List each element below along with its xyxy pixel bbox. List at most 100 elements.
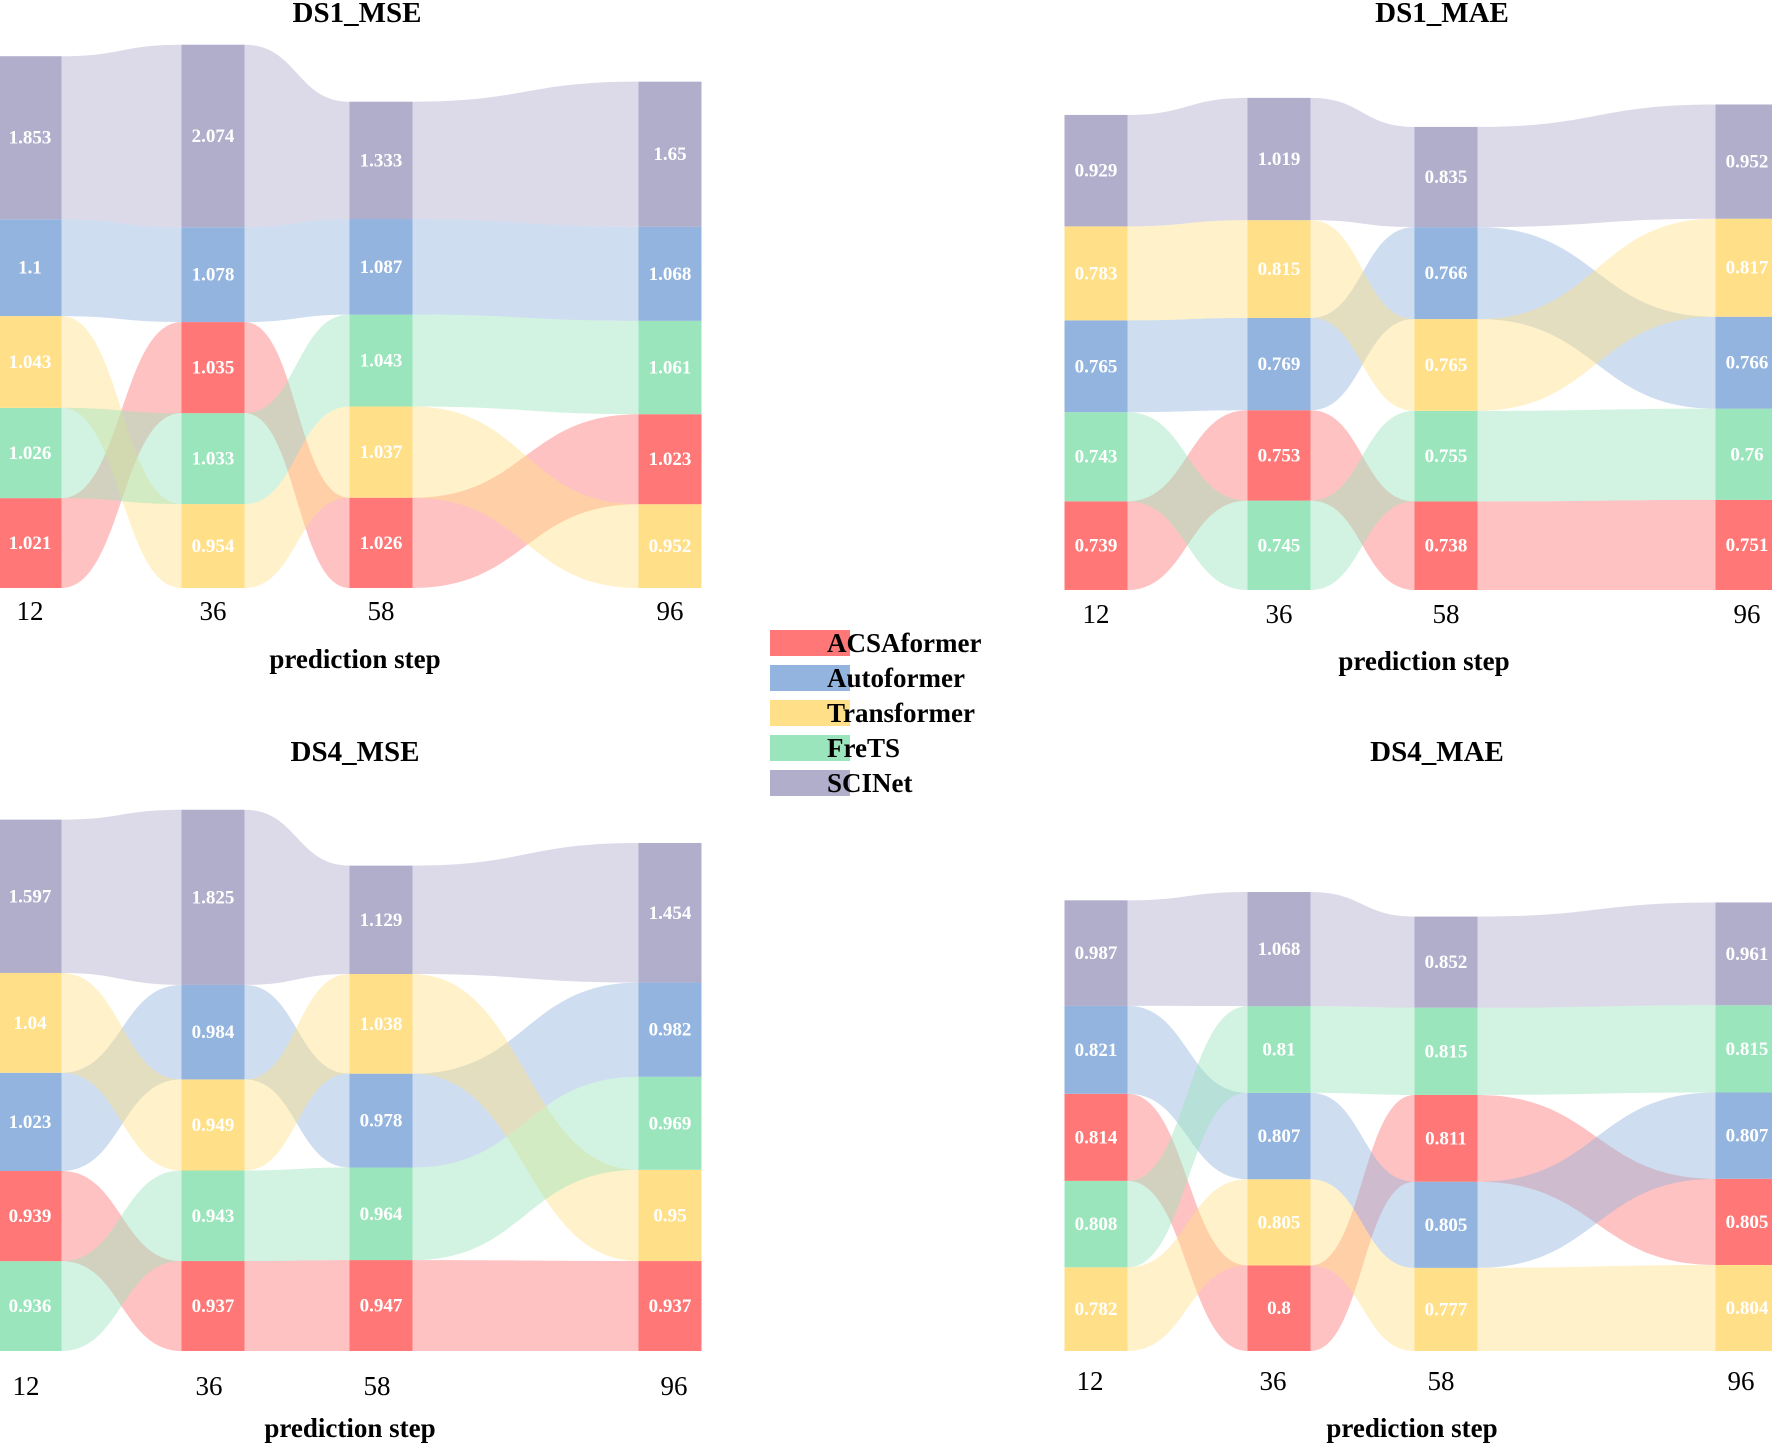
- value-label: 0.852: [1425, 952, 1468, 973]
- x-tick-label: 12: [13, 1371, 40, 1401]
- flow-acsaformer: [1310, 410, 1415, 590]
- flow-scinet: [1310, 891, 1415, 1008]
- bar-transformer: [1247, 220, 1311, 318]
- bar-autoformer: [1414, 1181, 1478, 1268]
- panel-ds4-mse: DS4_MSE 0.9360.9391.0231.041.5970.9370.9…: [0, 736, 702, 1443]
- flow-frets: [1477, 408, 1716, 502]
- bar-autoformer: [349, 1073, 413, 1168]
- value-label: 1.026: [9, 443, 52, 464]
- value-label: 1.068: [1258, 939, 1301, 960]
- legend-swatch: [770, 770, 850, 796]
- value-label: 0.937: [649, 1296, 692, 1317]
- panel-ds1-mse: DS1_MSE 1.021 1.026 1.043 1.1 1.853 0.954 1.03…: [0, 0, 702, 674]
- flow-frets: [1477, 1005, 1716, 1095]
- bar-scinet: [0, 819, 62, 973]
- value-label: 1.038: [360, 1014, 403, 1035]
- bar-frets: [1715, 1005, 1772, 1093]
- bar-autoformer: [181, 227, 245, 323]
- value-label: 0.929: [1075, 161, 1118, 182]
- bar-autoformer: [349, 219, 413, 315]
- value-label: 0.755: [1425, 446, 1468, 467]
- bar-frets: [0, 1261, 62, 1351]
- flow-layer: [61, 44, 639, 588]
- bar-frets: [1715, 408, 1772, 500]
- value-label: 0.765: [1075, 356, 1118, 377]
- x-tick-label: 96: [661, 1371, 688, 1401]
- flow-autoformer: [1477, 1092, 1716, 1268]
- value-label: 1.853: [9, 128, 52, 149]
- flow-frets: [61, 407, 182, 505]
- x-tick-label: 36: [200, 596, 227, 626]
- value-label: 0.821: [1075, 1040, 1118, 1061]
- value-label: 0.817: [1726, 258, 1769, 279]
- flow-autoformer: [1477, 227, 1716, 409]
- bar-transformer: [0, 972, 62, 1073]
- x-tick-label: 58: [1428, 1366, 1455, 1396]
- legend-label: Autoformer: [827, 663, 965, 693]
- flow-autoformer: [1310, 227, 1415, 411]
- bar-scinet: [181, 44, 245, 228]
- value-label: 1.65: [653, 144, 686, 165]
- flow-autoformer: [1127, 1005, 1248, 1180]
- flow-acsaformer: [1477, 1094, 1716, 1265]
- x-axis-ticks: 12 36 58 96: [17, 596, 684, 626]
- value-label: 0.964: [360, 1204, 403, 1225]
- bar-acsaformer: [181, 1261, 245, 1351]
- flow-transformer: [244, 974, 350, 1171]
- bar-scinet: [1715, 104, 1772, 219]
- bar-scinet: [638, 842, 702, 983]
- x-tick-label: 58: [368, 596, 395, 626]
- value-label: 1.061: [649, 358, 692, 379]
- panel-title: DS1_MSE: [293, 0, 422, 29]
- x-tick-label: 36: [1260, 1366, 1287, 1396]
- flow-acsaformer: [1127, 410, 1248, 590]
- panel-ds4-mae: DS4_MAE 0.782 0.808 0.814 0.821 0.987 0.8 0.80…: [1064, 736, 1772, 1443]
- bar-acsaformer: [349, 497, 413, 588]
- bar-acsaformer: [1715, 499, 1772, 590]
- flow-frets: [1310, 1006, 1415, 1095]
- flow-autoformer: [412, 982, 639, 1168]
- flow-scinet: [1127, 97, 1248, 227]
- flow-layer: [1127, 891, 1716, 1351]
- flow-frets: [412, 314, 639, 415]
- bar-autoformer: [0, 219, 62, 317]
- bar-transformer: [1715, 218, 1772, 317]
- legend-swatch: [770, 665, 850, 691]
- flow-transformer: [1310, 1179, 1415, 1351]
- x-axis-label: prediction step: [1338, 646, 1509, 676]
- flow-scinet: [61, 809, 182, 985]
- flow-transformer: [1310, 220, 1415, 411]
- legend-item-transformer: Transformer: [770, 698, 975, 728]
- flow-transformer: [1477, 1264, 1716, 1351]
- x-axis-label: prediction step: [269, 644, 440, 674]
- bar-autoformer: [1064, 1005, 1128, 1094]
- flow-autoformer: [244, 984, 350, 1168]
- bar-frets: [638, 1076, 702, 1170]
- bar-frets: [349, 314, 413, 407]
- bar-transformer: [1715, 1264, 1772, 1351]
- bar-frets: [349, 1167, 413, 1261]
- bar-layer: 1.021 1.026 1.043 1.1 1.853 0.954 1.033 1.035 1.…: [0, 44, 702, 588]
- flow-autoformer: [61, 984, 182, 1171]
- panel-title: DS4_MSE: [291, 736, 420, 768]
- bar-transformer: [181, 504, 245, 588]
- flow-acsaformer: [61, 1171, 182, 1351]
- value-label: 0.949: [192, 1115, 235, 1136]
- value-label: 0.95: [653, 1205, 686, 1226]
- flow-acsaformer: [61, 322, 182, 588]
- x-axis-label: prediction step: [264, 1413, 435, 1443]
- bar-acsaformer: [638, 1261, 702, 1351]
- bar-frets: [1247, 500, 1311, 590]
- value-label: 0.805: [1425, 1215, 1468, 1236]
- bar-acsaformer: [1715, 1178, 1772, 1265]
- bar-autoformer: [181, 984, 245, 1080]
- flow-frets: [244, 1167, 350, 1262]
- bar-transformer: [1414, 319, 1478, 411]
- bar-scinet: [1064, 114, 1128, 227]
- flow-scinet: [1127, 891, 1248, 1007]
- flow-acsaformer: [1310, 1094, 1415, 1351]
- flow-scinet: [61, 44, 182, 228]
- bar-autoformer: [638, 226, 702, 321]
- flow-autoformer: [1310, 1092, 1415, 1268]
- value-label: 0.766: [1425, 263, 1468, 284]
